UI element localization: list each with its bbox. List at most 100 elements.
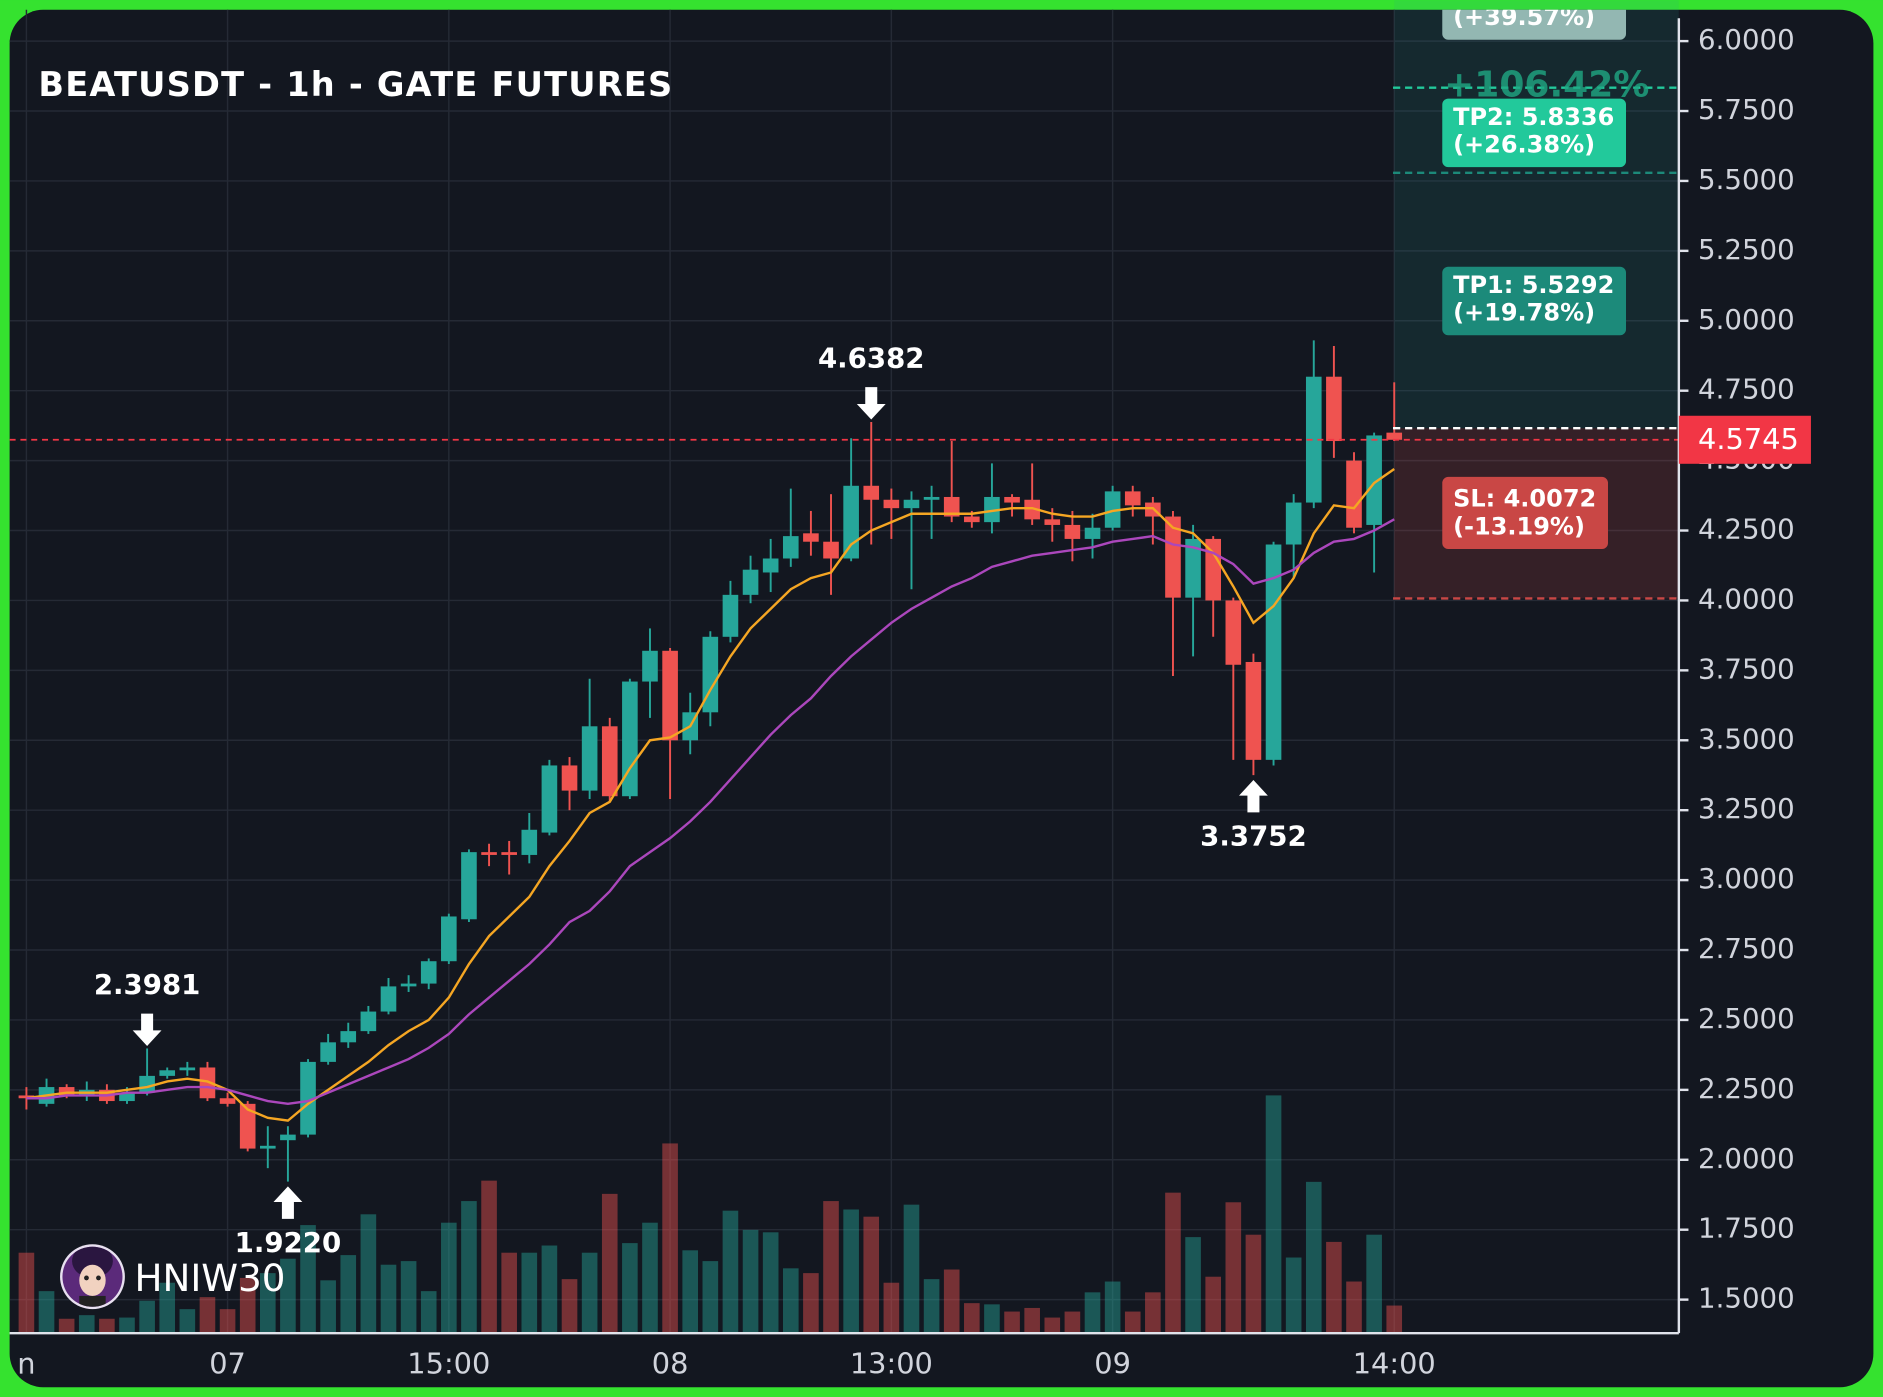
y-tick-label: 5.2500: [1698, 233, 1795, 266]
avatar: [62, 1246, 123, 1307]
x-tick-label: n: [17, 1347, 35, 1381]
stop-label: SL: 4.0072: [1453, 485, 1596, 513]
volume-bar: [782, 1268, 799, 1334]
candle-body: [441, 916, 457, 962]
grid: [9, 9, 1679, 1334]
x-tick-label: 07: [209, 1347, 246, 1381]
volume-bar: [581, 1252, 598, 1334]
volume-bar: [742, 1229, 759, 1334]
y-tick-label: 5.5000: [1698, 163, 1795, 196]
candle-body: [762, 558, 779, 573]
annotation-label: 3.3752: [1200, 820, 1307, 853]
volume-bar: [420, 1291, 437, 1334]
volume-bar: [662, 1143, 678, 1334]
volume-bar: [1084, 1292, 1101, 1334]
candle-body: [581, 726, 598, 791]
target-change: (+26.38%): [1453, 130, 1595, 158]
annotation-label: 4.6382: [818, 342, 925, 375]
volume-bar: [1145, 1292, 1161, 1334]
candle-body: [320, 1042, 336, 1062]
plot-area: [9, 0, 1679, 1334]
volume-bar: [541, 1245, 558, 1334]
volume-bar: [903, 1204, 920, 1334]
volume-bar: [501, 1252, 517, 1334]
y-tick-label: 2.5000: [1698, 1002, 1795, 1035]
y-tick-label: 5.0000: [1698, 303, 1795, 336]
volume-bar: [1326, 1241, 1342, 1334]
candle-body: [843, 485, 859, 559]
volume-bar: [762, 1232, 779, 1334]
panel: [9, 9, 1874, 1388]
candle-body: [541, 765, 558, 833]
candle-body: [1064, 524, 1081, 539]
candle-body: [622, 681, 638, 797]
candle-body: [1044, 519, 1061, 525]
volume-bar: [340, 1255, 357, 1334]
volume-bar: [139, 1300, 155, 1334]
volume-bar: [682, 1250, 699, 1334]
candle-body: [1124, 491, 1141, 506]
candle-body: [1245, 661, 1262, 760]
volume-bar: [1004, 1311, 1020, 1334]
candle-body: [1185, 538, 1201, 598]
candle-body: [18, 1095, 35, 1099]
candle-body: [601, 726, 618, 797]
volume-bar: [1245, 1234, 1262, 1334]
candle-body: [1104, 491, 1121, 528]
stop-change: (-13.19%): [1453, 512, 1585, 540]
candle-body: [179, 1067, 196, 1071]
volume-bar: [1366, 1234, 1382, 1334]
candle-body: [823, 541, 839, 559]
volume-bar: [1165, 1192, 1181, 1334]
candle-body: [662, 650, 678, 741]
profit-zone: [1394, 0, 1679, 429]
volume-bar: [300, 1225, 316, 1334]
volume-bar: [722, 1210, 739, 1334]
candle-body: [863, 485, 880, 500]
volume-bar: [58, 1318, 75, 1334]
volume-bar: [943, 1269, 960, 1334]
y-tick-label: 3.2500: [1698, 792, 1795, 825]
volume-bar: [179, 1309, 196, 1334]
volume-bar: [622, 1243, 638, 1334]
candle-body: [280, 1134, 296, 1141]
y-tick-label: 3.0000: [1698, 862, 1795, 895]
candle-body: [943, 496, 960, 517]
volume-bar: [1285, 1257, 1302, 1334]
y-tick-label: 3.7500: [1698, 652, 1795, 685]
annotation-arrow: [856, 387, 886, 420]
candle-body: [420, 961, 437, 984]
y-tick-label: 3.5000: [1698, 722, 1795, 755]
volume-bar: [159, 1282, 176, 1334]
candle-body: [521, 829, 538, 855]
candle-body: [300, 1061, 316, 1135]
volume-bar: [883, 1282, 900, 1334]
target-label: TP2: 5.8336: [1453, 103, 1614, 131]
volume-bar: [964, 1303, 980, 1334]
volume-bar: [360, 1214, 377, 1334]
y-tick-label: 2.2500: [1698, 1072, 1795, 1105]
volume-bar: [320, 1280, 336, 1334]
annotation-label: 1.9220: [235, 1226, 342, 1259]
volume-bar: [923, 1279, 940, 1334]
candle-body: [803, 533, 819, 542]
volume-bar: [521, 1252, 538, 1334]
candle-body: [1165, 516, 1181, 598]
candle-body: [119, 1092, 135, 1102]
candle-body: [360, 1011, 377, 1032]
volume-bar: [642, 1222, 658, 1334]
volume-bar: [280, 1258, 296, 1334]
candle-body: [380, 986, 397, 1012]
volume-bar: [259, 1273, 276, 1334]
y-tick-label: 1.7500: [1698, 1212, 1795, 1245]
volume-bar: [984, 1304, 1000, 1334]
candle-body: [883, 499, 900, 509]
x-tick-label: 08: [652, 1347, 689, 1381]
annotation-label: 2.3981: [94, 968, 201, 1001]
volume-bar: [1205, 1276, 1222, 1334]
y-tick-label: 6.0000: [1698, 23, 1795, 56]
candle-body: [984, 496, 1000, 523]
target-box: [1442, 9, 1627, 40]
